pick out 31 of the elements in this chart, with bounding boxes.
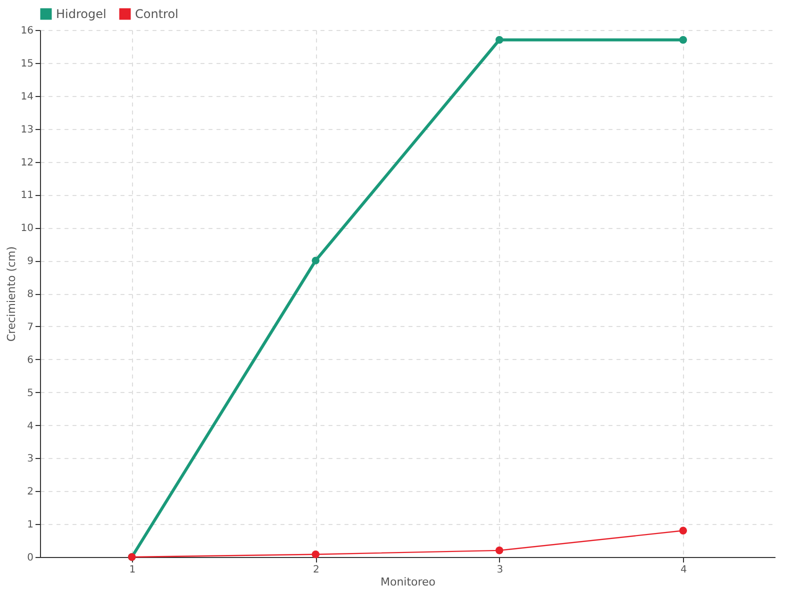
x-axis-title: Monitoreo	[380, 576, 436, 588]
y-tick-label: 15	[20, 58, 34, 70]
y-tick-label: 7	[27, 322, 34, 333]
point	[496, 36, 504, 44]
y-tick-label: 9	[27, 256, 34, 268]
x-tick-label: 4	[680, 564, 687, 576]
x-tick-label: 2	[312, 564, 320, 576]
y-tick-label: 5	[27, 388, 34, 399]
y-tick-label: 3	[27, 454, 34, 465]
point	[496, 546, 504, 554]
y-tick-label: 2	[27, 486, 34, 498]
y-tick-label: 13	[20, 124, 34, 136]
point	[679, 36, 687, 44]
y-tick-label: 8	[27, 289, 34, 300]
y-axis-title: Crecimiento (cm)	[4, 246, 18, 342]
y-tick-label: 0	[27, 552, 34, 564]
y-tick-label: 14	[20, 91, 34, 102]
y-tick-label: 16	[20, 26, 34, 36]
y-tick-label: 1	[27, 520, 34, 531]
legend-label: Hidrogel	[56, 7, 106, 21]
y-tick-label: 10	[20, 223, 34, 234]
y-tick-label: 4	[27, 420, 34, 432]
point	[679, 526, 687, 535]
y-tick-label: 12	[20, 157, 34, 168]
x-tick-label: 1	[129, 564, 136, 576]
x-tick-label: 3	[496, 564, 504, 576]
legend-label: Control	[135, 7, 178, 21]
y-tick-label: 11	[20, 190, 34, 202]
y-tick-label: 6	[27, 354, 34, 366]
point	[312, 256, 320, 264]
point	[312, 550, 320, 558]
